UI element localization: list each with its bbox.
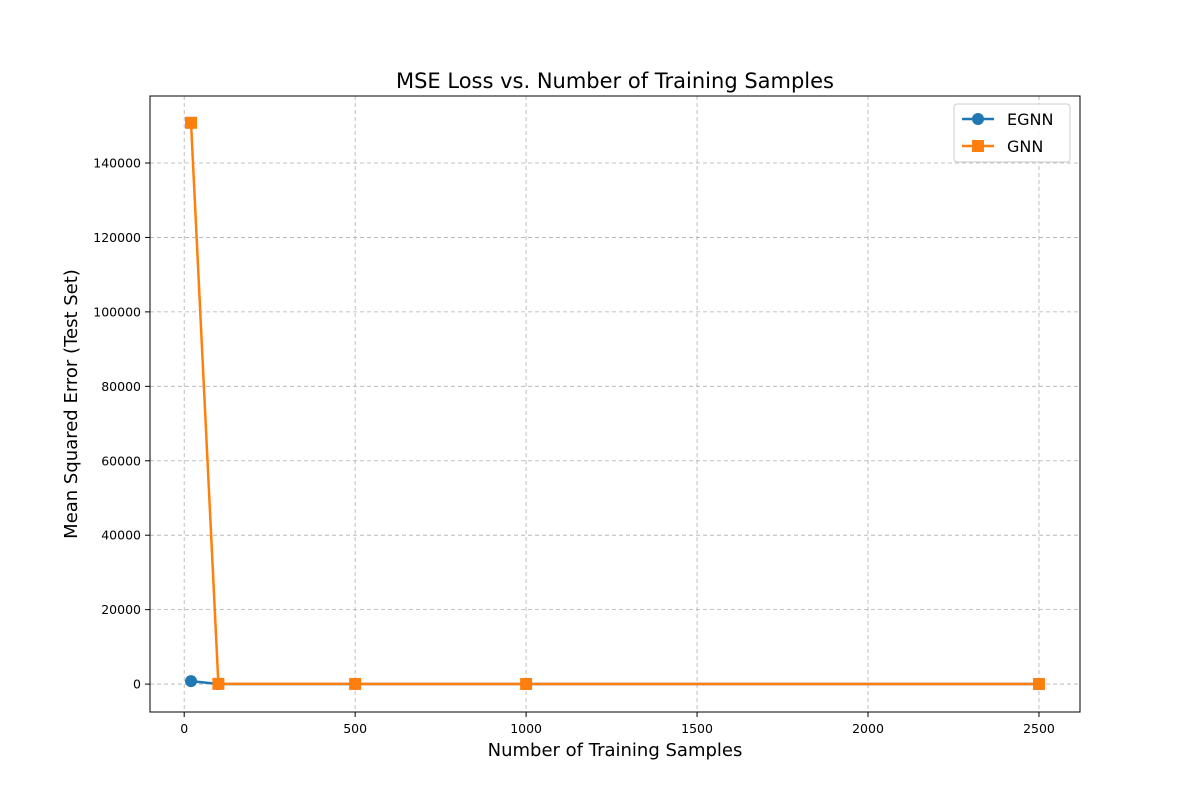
y-tick-label: 40000 <box>101 528 141 543</box>
x-tick-label: 1500 <box>681 721 713 736</box>
legend-item-egnn: EGNN <box>962 110 1053 129</box>
series-layer <box>185 116 1045 691</box>
series-gnn <box>185 116 1045 691</box>
data-point <box>185 675 198 688</box>
y-tick-label: 140000 <box>93 155 141 170</box>
x-tick-label: 500 <box>343 721 367 736</box>
x-tick-label: 2500 <box>1023 721 1055 736</box>
y-tick-label: 20000 <box>101 602 141 617</box>
x-axis-label: Number of Training Samples <box>488 740 743 761</box>
data-point <box>185 116 198 129</box>
data-point <box>972 140 984 152</box>
y-axis-label: Mean Squared Error (Test Set) <box>61 269 82 539</box>
data-point <box>212 677 225 690</box>
y-tick-label: 60000 <box>101 453 141 468</box>
grid <box>150 96 1080 712</box>
x-tick-label: 0 <box>180 721 188 736</box>
y-tick-label: 100000 <box>93 304 141 319</box>
data-point <box>972 113 984 125</box>
legend-label: GNN <box>1007 137 1043 156</box>
y-tick-label: 80000 <box>101 379 141 394</box>
x-tick-label: 2000 <box>852 721 884 736</box>
chart-title: MSE Loss vs. Number of Training Samples <box>396 69 834 93</box>
axis-ticks: 0 500 1000 1500 2000 2500 0 20000 40000 60000 8000… <box>93 155 1055 736</box>
plot-area-frame <box>149 95 1081 713</box>
data-point <box>349 677 362 690</box>
legend-label: EGNN <box>1007 110 1053 129</box>
y-tick-label: 0 <box>133 677 141 692</box>
legend: EGNN GNN <box>953 103 1071 163</box>
legend-item-gnn: GNN <box>962 137 1043 156</box>
data-point <box>1032 678 1045 691</box>
data-point <box>520 677 533 690</box>
x-tick-label: 1000 <box>510 721 542 736</box>
y-tick-label: 120000 <box>93 230 141 245</box>
